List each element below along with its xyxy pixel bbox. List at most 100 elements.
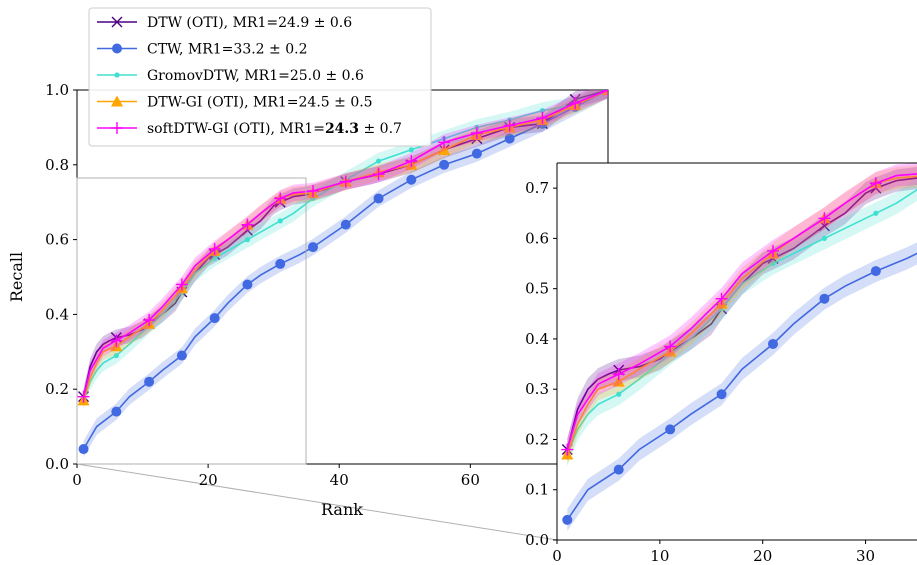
inset-axes: 0 10 20 30 0.0 0.1 0.2 0.3 0.4 0.5 0.6 0.7 — [525, 162, 917, 565]
main-series-3-point — [438, 143, 451, 155]
legend-label-2: GromovDTW, MR1=25.0 ± 0.6 — [147, 68, 364, 84]
main-series-4-point — [274, 192, 287, 205]
inset-x-tick-label: 10 — [650, 547, 669, 565]
inset-series-3-point — [612, 375, 625, 387]
main-x-tick-label: 20 — [199, 471, 218, 489]
main-series-4-point — [143, 314, 156, 327]
inset-series-2-point — [770, 260, 776, 267]
main-series-1-point — [144, 376, 155, 387]
main-series-2-point — [277, 218, 283, 224]
main-series-2-point — [113, 352, 119, 359]
inset-series-1-point — [768, 338, 778, 349]
main-series-4-point — [208, 242, 221, 255]
inset-y-tick-label: 0.0 — [525, 531, 549, 549]
main-series-0-band — [83, 90, 608, 405]
zoom-region-indicator — [76, 177, 307, 465]
main-series-1-point — [340, 219, 351, 230]
inset-series-2-line — [566, 188, 917, 455]
legend-entry-3: DTW-GI (OTI), MR1=24.5 ± 0.5 — [97, 95, 373, 111]
inset-y-tick-label: 0.1 — [525, 481, 549, 499]
inset-background — [557, 163, 917, 540]
main-series-1-point — [471, 148, 482, 159]
main-series-group — [77, 90, 608, 458]
main-series-4-point — [569, 97, 582, 110]
legend-label-part: ± 0.7 — [359, 121, 402, 137]
inset-y-tick-label: 0.3 — [525, 380, 549, 398]
legend-box — [88, 7, 432, 147]
main-series-4-point — [470, 127, 483, 140]
legend-swatch-marker — [114, 72, 120, 78]
inset-series-4-point — [869, 177, 882, 190]
main-y-tick-label: 0.4 — [45, 305, 69, 323]
legend-entry-0: DTW (OTI), MR1=24.9 ± 0.6 — [97, 15, 352, 31]
inset-series-4-point — [818, 212, 831, 225]
main-x-tick-label: 60 — [461, 471, 480, 489]
main-series-4-point — [372, 168, 385, 181]
inset-x-tick-label: 20 — [753, 547, 772, 565]
main-series-1-point — [406, 174, 417, 185]
main-series-1 — [78, 90, 608, 458]
legend-swatch-marker — [111, 122, 123, 134]
legend-swatch-marker — [112, 43, 122, 54]
main-x-tick-label: 40 — [330, 471, 349, 489]
main-axes: 0 20 40 60 0.0 0.2 0.4 0.6 0.8 1.0 Rank Recall — [7, 81, 609, 519]
main-y-tick-label: 0.0 — [45, 455, 69, 473]
inset-series-1-point — [562, 514, 573, 525]
legend-label-part: softDTW-GI (OTI), MR1= — [147, 121, 325, 137]
inset-series-4-point — [664, 340, 677, 353]
inset-series-4-point — [612, 368, 625, 381]
main-series-4-point — [503, 119, 516, 132]
legend-entry-4: softDTW-GI (OTI), MR1=24.3 ± 0.7 — [97, 121, 402, 137]
inset-series-4-line — [566, 173, 917, 450]
main-series-1-point — [504, 133, 515, 144]
main-series-1-point — [308, 242, 318, 253]
legend-label-part: CTW, MR1=33.2 ± 0.2 — [147, 42, 307, 58]
legend-label-0: DTW (OTI), MR1=24.9 ± 0.6 — [147, 15, 352, 31]
x-axis-label: Rank — [321, 500, 363, 519]
inset-y-tick-label: 0.6 — [525, 229, 549, 247]
main-series-1-point — [373, 193, 384, 204]
legend-label-part: 24.3 — [325, 121, 359, 137]
main-y-tick-label: 0.2 — [45, 380, 69, 398]
main-series-4-point — [536, 112, 549, 125]
inset-frame — [556, 162, 917, 541]
inset-x-tick-label: 30 — [856, 547, 875, 565]
main-series-1-point — [439, 159, 450, 170]
main-series-4 — [77, 90, 608, 405]
main-series-4-point — [77, 390, 90, 403]
inset-series-2-point — [821, 235, 828, 241]
main-series-2-point — [408, 147, 414, 153]
legend-entry-1: CTW, MR1=33.2 ± 0.2 — [97, 42, 307, 58]
inset-series-0-band — [567, 167, 917, 461]
main-series-2-point — [375, 158, 382, 164]
inset-series-1-point — [613, 464, 624, 475]
main-y-tick-label: 1.0 — [45, 81, 69, 99]
main-series-1-point — [111, 406, 122, 417]
inset-y-tick-label: 0.5 — [525, 280, 549, 298]
legend-entry-2: GromovDTW, MR1=25.0 ± 0.6 — [97, 68, 364, 84]
legend-label-part: GromovDTW, MR1=25.0 ± 0.6 — [147, 68, 364, 84]
main-series-1-point — [209, 313, 220, 324]
inset-ticks: 0 10 20 30 0.0 0.1 0.2 0.3 0.4 0.5 0.6 0.7 — [525, 179, 875, 565]
legend-label-part: DTW-GI (OTI), MR1=24.5 ± 0.5 — [147, 95, 373, 111]
main-y-tick-label: 0.8 — [45, 156, 69, 174]
main-y-tick-label: 0.6 — [45, 231, 69, 249]
main-series-3-band — [83, 90, 608, 409]
inset-y-tick-label: 0.2 — [525, 430, 549, 448]
main-series-2-point — [539, 107, 546, 114]
main-series-4-point — [339, 175, 352, 188]
inset-series-1 — [562, 242, 917, 531]
inset-y-tick-label: 0.7 — [525, 179, 549, 197]
inset-series-group — [561, 163, 917, 531]
y-axis-label: Recall — [7, 252, 26, 302]
main-series-4-point — [241, 218, 254, 231]
main-series-1-point — [176, 350, 187, 361]
inset-series-4-point — [715, 292, 728, 305]
main-series-2-point — [244, 237, 251, 243]
main-series-4-point — [307, 184, 319, 197]
inset-series-4-point — [767, 244, 779, 257]
main-series-1-point — [275, 258, 286, 269]
inset-series-4 — [561, 163, 917, 461]
main-series-2-point — [212, 255, 218, 261]
